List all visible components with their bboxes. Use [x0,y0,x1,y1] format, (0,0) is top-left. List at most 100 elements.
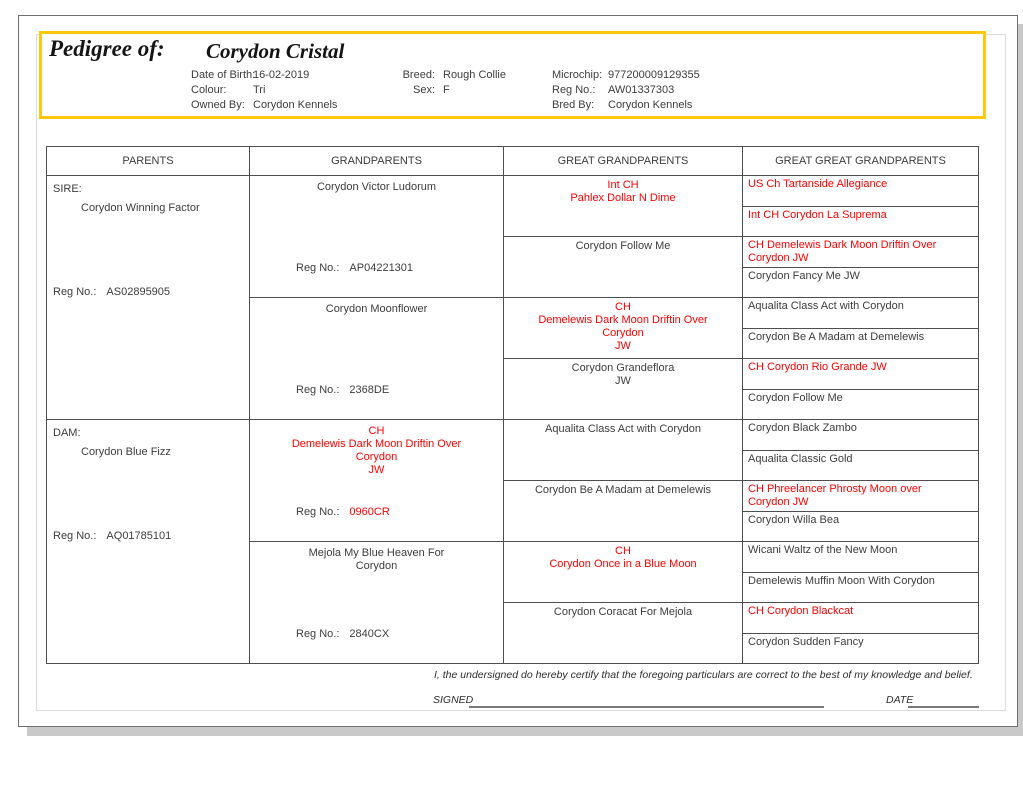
reg-number: Reg No.: AP04221301 [296,262,413,274]
great-grandparent-cell: CH Demelewis Dark Moon Driftin Over Corydo… [504,298,742,359]
ancestor-name: Mejola My Blue Heaven For Corydon [308,547,445,572]
bred-by-value: Corydon Kennels [608,99,693,111]
great-great-grandparent-cell: Corydon Fancy Me JW [743,268,978,298]
ancestor-name: CH Phreelancer Phrosty Moon over Corydon … [748,483,922,508]
dob-row: Date of Birth:16-02-2019 [191,68,337,83]
great-great-grandparent-cell: Wicani Waltz of the New Moon [743,542,978,573]
owned-by-value: Corydon Kennels [253,99,338,111]
microchip-label: Microchip: [552,69,603,81]
ancestor-name: Int CH Corydon La Suprema [748,208,887,221]
grandparent-cell: CH Demelewis Dark Moon Driftin Over Corydo… [250,420,503,542]
great-grandparent-cell: Corydon Grandeflora JW [504,359,742,420]
parent-cell: SIRE: Corydon Winning Factor Reg No.: AS028… [47,176,249,420]
great-grandparent-cell: Corydon Be A Madam at Demelewis [504,481,742,542]
ancestor-name: Aqualita Class Act with Corydon [748,300,904,312]
ancestor-name: Corydon Be A Madam at Demelewis [534,484,712,496]
sex-row: Sex: F [391,83,506,98]
dob-label: Date of Birth: [191,69,256,81]
ancestor-name: Wicani Waltz of the New Moon [748,544,898,556]
great-grandparent-cell: Int CH Pahlex Dollar N Dime [504,176,742,237]
reg-number-label: Reg No.: [296,506,340,518]
great-grandparent-cell: Aqualita Class Act with Corydon [504,420,742,481]
great-great-grandparent-cell: Aqualita Classic Gold [743,451,978,481]
great-great-grandparent-cell: CH Demelewis Dark Moon Driftin Over Coryd… [743,237,978,268]
ancestor-name: Demelewis Muffin Moon With Corydon [748,574,935,587]
sex-label: Sex: [412,84,435,96]
reg-number-label: Reg No.: [296,628,340,640]
reg-no-row: Reg No.: AW01337303 [552,83,700,98]
ancestor-name: CH Demelewis Dark Moon Driftin Over Coryd… [748,239,937,264]
details-column-2: Breed: Rough Collie Sex: F [391,68,506,98]
grandparent-cell: Corydon Moonflower Reg No.: 2368DE [250,298,503,420]
parent-name: Corydon Blue Fizz [81,446,171,458]
great-great-grandparent-cell: Corydon Be A Madam at Demelewis [743,329,978,359]
reg-number: Reg No.: 0960CR [296,506,390,518]
reg-number-value: AS02895905 [106,286,171,298]
ancestor-name: CH Demelewis Dark Moon Driftin Over Corydo… [538,301,708,352]
parent-role: SIRE: [53,183,82,195]
ancestor-name: Corydon Grandeflora JW [571,362,675,387]
owned-by-row: Owned By: Corydon Kennels [191,98,337,113]
pedigree-table-body: SIRE: Corydon Winning Factor Reg No.: AS028… [47,176,978,663]
great-great-grandparent-cell: CH Phreelancer Phrosty Moon over Corydon … [743,481,978,512]
pedigree-certificate-page: Pedigree of: Corydon Cristal Date of Bir… [18,15,1018,727]
great-great-grandparent-cell: CH Corydon Blackcat [743,603,978,634]
great-great-grandparent-cell: Corydon Black Zambo [743,420,978,451]
grandparent-cell: Mejola My Blue Heaven For Corydon Reg No.:… [250,542,503,663]
parent-cell: DAM: Corydon Blue Fizz Reg No.: AQ01785101 [47,420,249,663]
great-great-grandparent-cell: Corydon Sudden Fancy [743,634,978,664]
ancestor-name: CH Corydon Once in a Blue Moon [549,545,697,570]
reg-number-value: AQ01785101 [106,530,172,542]
breed-value: Rough Collie [443,69,506,81]
column-header: GRANDPARENTS [250,147,504,175]
ancestor-name: Corydon Follow Me [748,391,843,404]
breed-label: Breed: [402,69,435,81]
ancestor-name: Corydon Fancy Me JW [748,269,860,282]
colour-row: Colour: Tri [191,83,337,98]
great-grandparent-cell: CH Corydon Once in a Blue Moon [504,542,742,603]
date-line [908,706,979,708]
ancestor-name: Aqualita Classic Gold [748,452,853,465]
ancestor-name: CH Demelewis Dark Moon Driftin Over Corydo… [291,425,462,476]
ancestor-name: Corydon Sudden Fancy [748,635,864,648]
reg-number-label: Reg No.: [296,384,340,396]
dog-name: Corydon Cristal [206,39,345,63]
ancestor-name: CH Corydon Blackcat [748,605,854,617]
ancestor-name: Corydon Victor Ludorum [316,181,437,193]
ancestor-name: Corydon Willa Bea [748,513,840,526]
colour-value: Tri [253,84,266,96]
great-great-grandparent-cell: Corydon Follow Me [743,390,978,420]
reg-number-value: 2840CX [349,628,390,640]
great-great-grandparent-cell: US Ch Tartanside Allegiance [743,176,978,207]
details-column-3: Microchip: 977200009129355 Reg No.: AW0133… [552,68,700,113]
ancestor-name: Corydon Black Zambo [748,422,857,434]
parents-column: SIRE: Corydon Winning Factor Reg No.: AS028… [47,176,250,663]
sex-value: F [443,84,450,96]
column-header: GREAT GRANDPARENTS [504,147,743,175]
ancestor-name: Corydon Coracat For Mejola [553,606,693,618]
great-great-grandparent-cell: CH Corydon Rio Grande JW [743,359,978,390]
certification-text: I, the undersigned do hereby certify tha… [434,669,973,681]
great-great-grandparent-cell: Corydon Willa Bea [743,512,978,542]
microchip-value: 977200009129355 [608,69,700,81]
reg-number: Reg No.: AQ01785101 [53,530,171,542]
reg-number: Reg No.: 2368DE [296,384,389,396]
dob-value: 16-02-2019 [253,69,310,81]
signed-label: SIGNED [433,694,474,706]
ancestor-name: Corydon Be A Madam at Demelewis [748,330,925,343]
great-great-grandparent-cell: Int CH Corydon La Suprema [743,207,978,237]
great-grandparent-cell: Corydon Follow Me [504,237,742,298]
details-column-1: Date of Birth:16-02-2019 Colour: Tri Owne… [191,68,337,113]
ancestor-name: Int CH Pahlex Dollar N Dime [570,179,676,204]
reg-number-value: 0960CR [349,506,390,518]
column-header: PARENTS [47,147,250,175]
reg-number-label: Reg No.: [53,530,97,542]
reg-number-label: Reg No.: [296,262,340,274]
breed-row: Breed: Rough Collie [391,68,506,83]
ancestor-name: Corydon Follow Me [575,240,671,252]
pedigree-of-label: Pedigree of: [49,36,165,61]
reg-no-value: AW01337303 [608,84,675,96]
ancestor-name: Aqualita Class Act with Corydon [545,423,701,435]
great-great-grandparent-cell: Demelewis Muffin Moon With Corydon [743,573,978,603]
signature-line [469,706,824,708]
